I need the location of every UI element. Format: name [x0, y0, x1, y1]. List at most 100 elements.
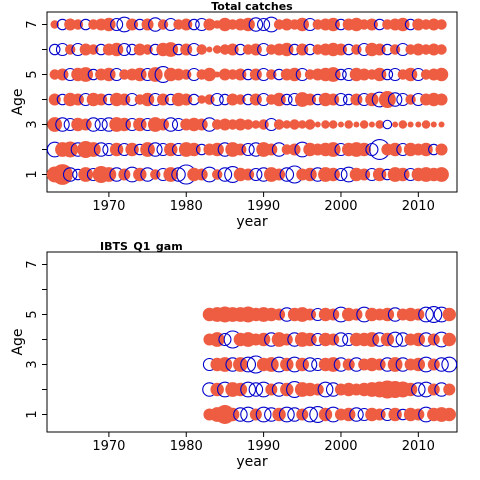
- bubble-positive: [197, 95, 206, 104]
- bubble-positive: [202, 67, 217, 82]
- bubble-positive: [273, 119, 285, 130]
- bubble-positive: [442, 332, 456, 347]
- bubble-positive: [242, 119, 254, 130]
- bubble-negative: [86, 117, 101, 132]
- bubble-negative: [240, 381, 257, 398]
- bubble-positive: [196, 44, 207, 55]
- bubble-positive: [273, 308, 286, 321]
- bubble-negative: [48, 43, 61, 56]
- bubble-positive: [398, 120, 408, 129]
- bubble-positive: [295, 357, 310, 372]
- bubble-negative: [93, 142, 109, 157]
- bubble-positive: [86, 142, 101, 157]
- bubble-positive: [172, 68, 185, 81]
- bubble-positive: [282, 120, 292, 129]
- bubble-positive: [266, 69, 277, 80]
- bubble-positive: [206, 46, 213, 53]
- bubble-negative: [233, 407, 248, 422]
- bubble-positive: [438, 121, 445, 128]
- bubble-positive: [195, 118, 208, 131]
- bubble-positive: [280, 18, 293, 31]
- bubble-group: [46, 16, 449, 185]
- x-tick-label: 2010: [402, 199, 435, 214]
- bubble-negative: [279, 167, 295, 182]
- bubble-positive: [217, 357, 233, 372]
- bubble-positive: [234, 118, 247, 131]
- bubble-positive: [140, 142, 155, 157]
- bubble-positive: [214, 71, 221, 78]
- bubble-positive: [265, 383, 278, 396]
- bubble-positive: [218, 17, 232, 32]
- bubble-negative: [249, 167, 263, 182]
- bubble-positive: [321, 120, 330, 129]
- bubble-positive: [289, 119, 300, 130]
- x-tick-label: 2010: [402, 439, 435, 454]
- bubble-negative: [425, 306, 443, 323]
- bubble-positive: [52, 164, 73, 185]
- bubble-negative: [171, 167, 186, 182]
- bubble-positive: [163, 42, 179, 57]
- bubble-negative: [148, 142, 163, 157]
- bubble-negative: [434, 357, 449, 372]
- x-tick-label: 1980: [170, 439, 203, 454]
- chart-title: IBTS_Q1_gam: [100, 240, 183, 253]
- y-tick-label: 1: [25, 410, 40, 418]
- bubble-positive: [430, 121, 437, 128]
- bubble-positive: [364, 332, 380, 347]
- bubble-negative: [387, 331, 404, 348]
- x-tick-label: 2000: [324, 439, 357, 454]
- bubble-positive: [218, 118, 231, 131]
- bubble-positive: [79, 43, 92, 56]
- y-tick-label: 5: [25, 70, 40, 78]
- bubble-positive: [226, 93, 239, 106]
- chart-panel-2: IBTS_Q1_gam 1970 1980 1990 2000 2010 year 1 3 5 7 A…: [10, 240, 458, 470]
- bubble-positive: [79, 118, 92, 131]
- bubble-positive: [142, 44, 153, 55]
- bubble-negative: [334, 92, 348, 107]
- bubble-negative: [62, 167, 78, 182]
- y-tick-label: 5: [25, 310, 40, 318]
- bubble-positive: [325, 67, 341, 82]
- bubble-negative: [349, 407, 364, 422]
- bubble-positive: [50, 20, 59, 29]
- bubble-negative: [381, 68, 394, 81]
- bubble-negative: [248, 382, 264, 397]
- y-axis-label: Age: [10, 88, 26, 115]
- bubble-positive: [442, 407, 456, 422]
- bubble-group: [202, 306, 458, 424]
- bubble-negative: [335, 68, 347, 81]
- bubble-negative: [281, 93, 293, 106]
- bubble-positive: [349, 17, 364, 32]
- y-tick-label: 3: [25, 360, 40, 368]
- bubble-positive: [368, 121, 375, 128]
- bubble-negative: [278, 406, 295, 423]
- bubble-positive: [375, 120, 384, 129]
- bubble-positive: [256, 332, 271, 347]
- x-tick-label: 1970: [92, 199, 125, 214]
- bubble-positive: [314, 121, 321, 128]
- plot-frame: [46, 251, 458, 433]
- y-axis-label: Age: [10, 328, 26, 355]
- bubble-positive: [225, 407, 240, 422]
- bubble-positive: [298, 120, 307, 129]
- bubble-positive: [141, 18, 154, 31]
- bubble-positive: [212, 45, 222, 54]
- bubble-positive: [387, 357, 403, 372]
- bubble-positive: [358, 68, 371, 81]
- bubble-positive: [442, 307, 456, 322]
- chart-title: Total catches: [211, 0, 293, 13]
- bubble-positive: [325, 357, 341, 372]
- x-tick-label: 1990: [247, 439, 280, 454]
- y-tick-label: 7: [25, 20, 40, 28]
- x-axis-label: year: [236, 214, 267, 230]
- bubble-positive: [411, 332, 426, 347]
- bubble-negative: [248, 17, 264, 32]
- bubble-negative: [241, 142, 255, 157]
- y-tick-label: 3: [25, 120, 40, 128]
- bubble-positive: [203, 18, 216, 31]
- bubble-positive: [62, 141, 79, 158]
- bubble-positive: [218, 68, 231, 81]
- bubble-positive: [359, 120, 369, 129]
- bubble-positive: [421, 120, 431, 129]
